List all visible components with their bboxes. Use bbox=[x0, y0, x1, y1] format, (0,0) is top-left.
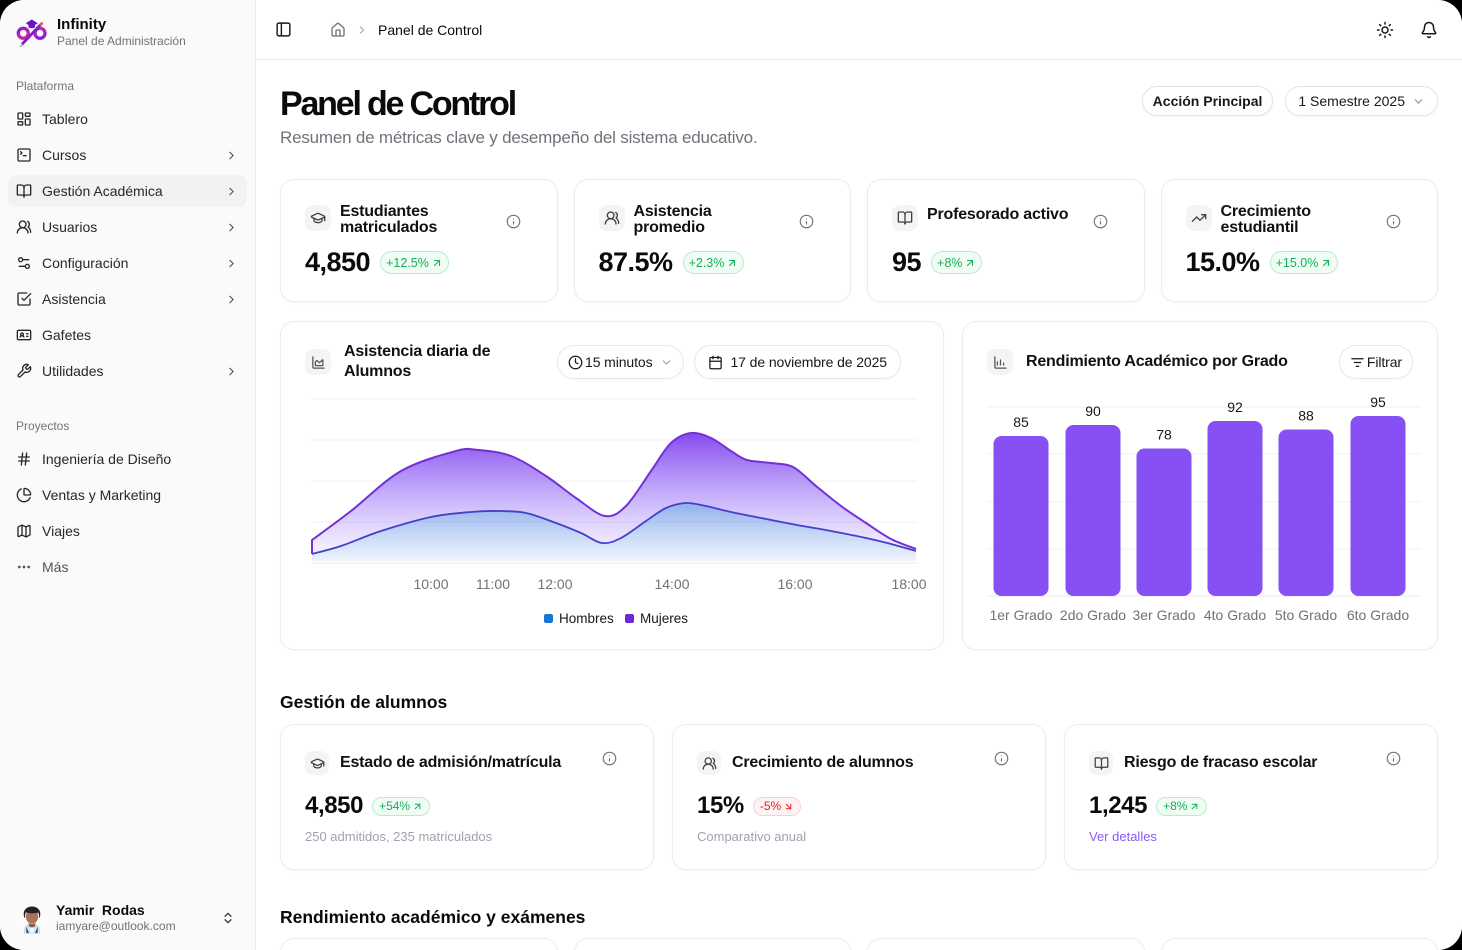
svg-text:95: 95 bbox=[1370, 396, 1386, 410]
svg-text:3er Grado: 3er Grado bbox=[1132, 607, 1195, 623]
svg-text:88: 88 bbox=[1298, 408, 1314, 424]
svg-text:6to Grado: 6to Grado bbox=[1347, 607, 1409, 623]
svg-text:Mujeres: Mujeres bbox=[640, 611, 688, 626]
svg-text:1er Grado: 1er Grado bbox=[989, 607, 1052, 623]
svg-text:12:00: 12:00 bbox=[537, 576, 572, 592]
svg-text:16:00: 16:00 bbox=[777, 576, 812, 592]
svg-text:78: 78 bbox=[1156, 427, 1172, 443]
svg-text:2do Grado: 2do Grado bbox=[1060, 607, 1126, 623]
svg-text:90: 90 bbox=[1085, 403, 1101, 419]
svg-text:14:00: 14:00 bbox=[654, 576, 689, 592]
svg-text:92: 92 bbox=[1227, 399, 1243, 415]
svg-text:85: 85 bbox=[1013, 414, 1029, 430]
svg-text:11:00: 11:00 bbox=[476, 576, 510, 592]
svg-text:10:00: 10:00 bbox=[413, 576, 448, 592]
svg-text:Hombres: Hombres bbox=[559, 611, 614, 626]
svg-text:5to Grado: 5to Grado bbox=[1275, 607, 1337, 623]
svg-text:4to Grado: 4to Grado bbox=[1204, 607, 1266, 623]
svg-text:18:00: 18:00 bbox=[891, 576, 926, 592]
